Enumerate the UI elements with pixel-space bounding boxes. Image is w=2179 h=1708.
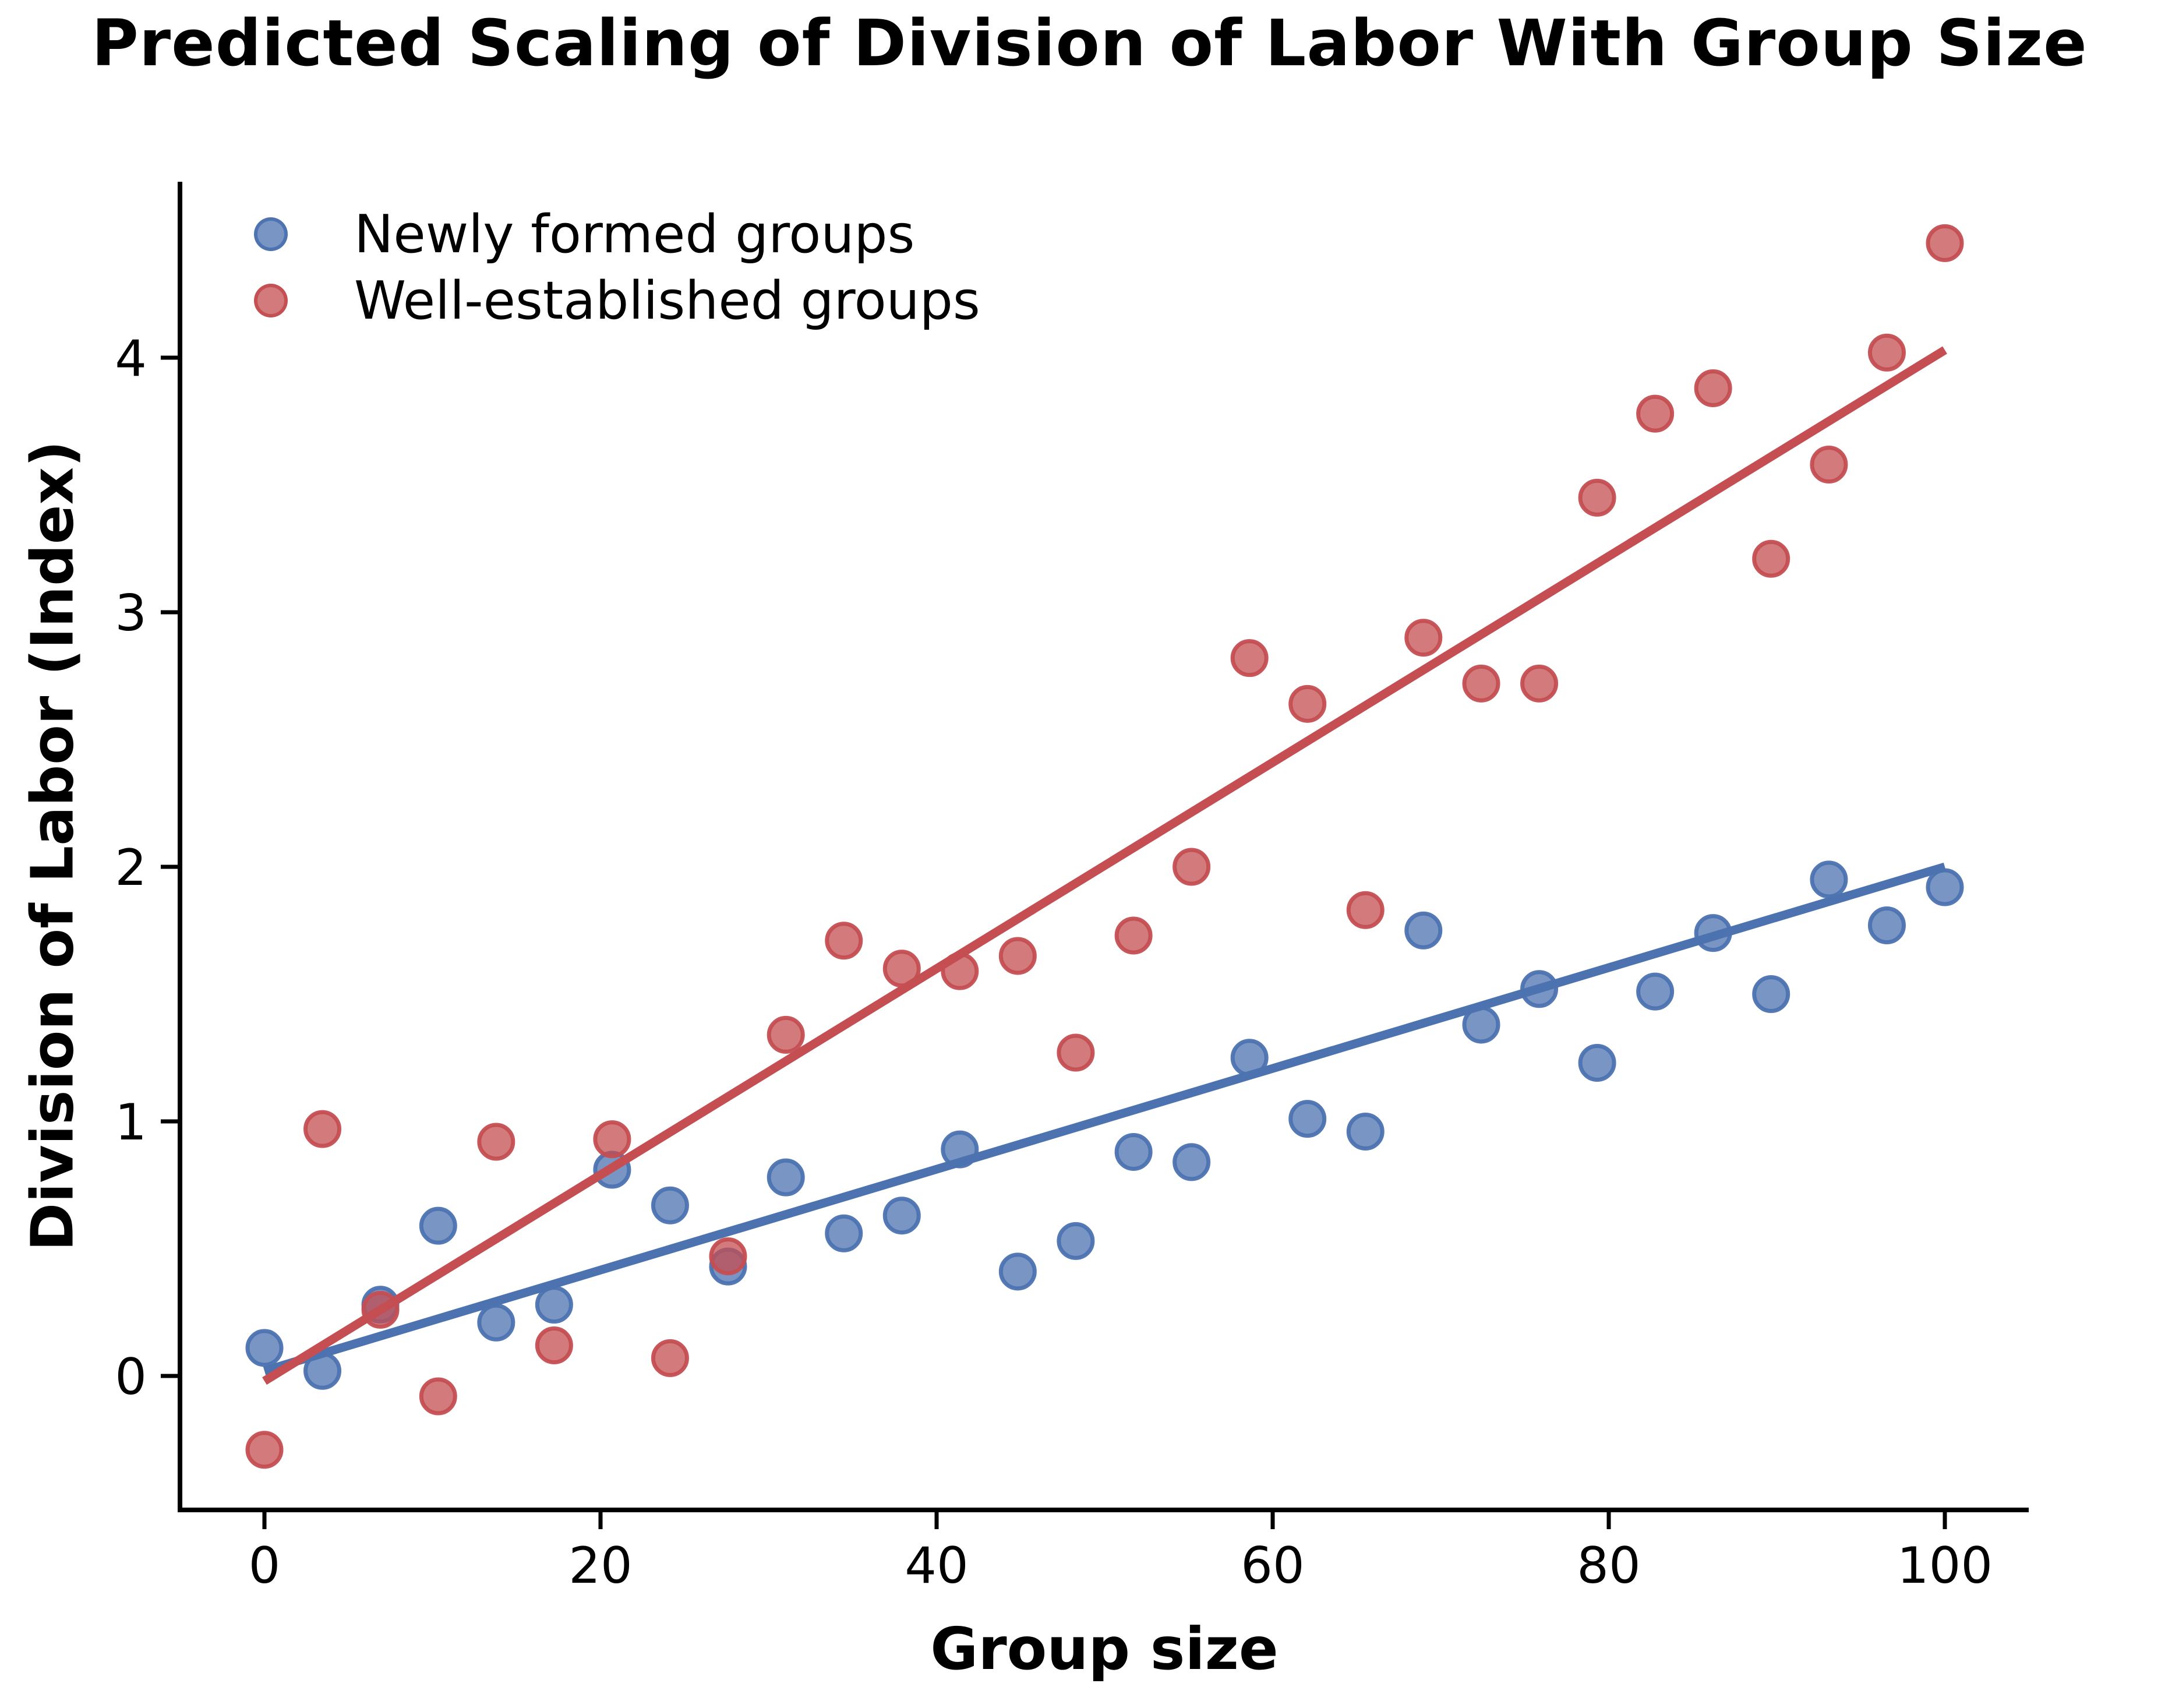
scatter-point — [998, 1252, 1037, 1291]
scatter-point — [1114, 1132, 1153, 1171]
scatter-point — [1752, 975, 1790, 1013]
y-tick-label: 2 — [115, 839, 147, 897]
scatter-point — [651, 1186, 689, 1224]
legend-item-newly-formed: Newly formed groups — [254, 203, 980, 265]
trend-line — [262, 346, 1947, 1385]
scatter-point — [1578, 478, 1616, 517]
legend-marker-newly-formed-icon — [254, 217, 288, 251]
scatter-point — [1173, 1143, 1211, 1181]
x-tick-label: 40 — [905, 1537, 968, 1595]
scatter-point — [1810, 446, 1848, 484]
scatter-point — [1462, 664, 1500, 703]
scatter-point — [825, 1214, 863, 1252]
scatter-point — [477, 1123, 515, 1161]
scatter-point — [1636, 972, 1675, 1011]
x-tick-label: 60 — [1241, 1537, 1304, 1595]
scatter-point — [882, 1197, 921, 1235]
legend-marker-well-established-icon — [254, 284, 288, 317]
scatter-point — [1057, 1222, 1095, 1260]
scatter-point — [1346, 891, 1385, 929]
x-tick-label: 0 — [249, 1537, 281, 1595]
y-tick-label: 1 — [115, 1093, 147, 1152]
scatter-point — [1288, 1100, 1327, 1138]
scatter-point — [1926, 868, 1964, 906]
scatter-point — [651, 1339, 689, 1377]
scatter-point — [1752, 539, 1790, 578]
legend-item-well-established: Well-established groups — [254, 270, 980, 331]
scatter-point — [1926, 224, 1964, 262]
scatter-point — [1346, 1112, 1385, 1151]
scatter-point — [535, 1286, 573, 1324]
x-axis-label: Group size — [930, 1615, 1279, 1683]
scatter-point — [1404, 911, 1443, 950]
y-tick-label: 4 — [115, 330, 147, 388]
scatter-point — [709, 1237, 747, 1276]
scatter-point — [1810, 860, 1848, 899]
scatter-point — [419, 1377, 457, 1416]
scatter-point — [477, 1303, 515, 1342]
x-tick-label: 20 — [568, 1537, 632, 1595]
scatter-point — [825, 922, 863, 960]
chart-title: Predicted Scaling of Division of Labor W… — [91, 6, 2088, 80]
scatter-point — [767, 1015, 805, 1054]
scatter-point — [303, 1110, 342, 1148]
y-tick-label: 3 — [115, 584, 147, 643]
legend-label-well-established: Well-established groups — [354, 270, 980, 331]
scatter-point — [1057, 1033, 1095, 1072]
scatter-point — [1578, 1043, 1616, 1082]
scatter-point — [535, 1326, 573, 1365]
legend: Newly formed groups Well-established gro… — [254, 203, 980, 331]
scatter-point — [1404, 619, 1443, 657]
x-tick-label: 100 — [1897, 1537, 1993, 1595]
scatter-point — [1114, 916, 1153, 955]
scatter-point — [1520, 664, 1559, 703]
scatter-point — [245, 1431, 284, 1469]
legend-label-newly-formed: Newly formed groups — [354, 203, 915, 265]
scatter-point — [1694, 369, 1732, 407]
scatter-point — [1173, 848, 1211, 886]
scatter-point — [767, 1158, 805, 1197]
scatter-point — [1867, 333, 1906, 372]
x-tick-label: 80 — [1577, 1537, 1640, 1595]
scatter-point — [419, 1206, 457, 1245]
scatter-point — [245, 1329, 284, 1367]
scatter-point — [1636, 394, 1675, 433]
scatter-point — [593, 1120, 631, 1159]
scatter-point — [1230, 639, 1269, 677]
scatter-point — [998, 937, 1037, 975]
scatter-point — [1867, 906, 1906, 945]
y-tick-label: 0 — [115, 1348, 147, 1406]
trend-line — [263, 862, 1947, 1375]
scatter-point — [1288, 684, 1327, 723]
y-axis-label: Division of Labor (Index) — [18, 440, 87, 1251]
